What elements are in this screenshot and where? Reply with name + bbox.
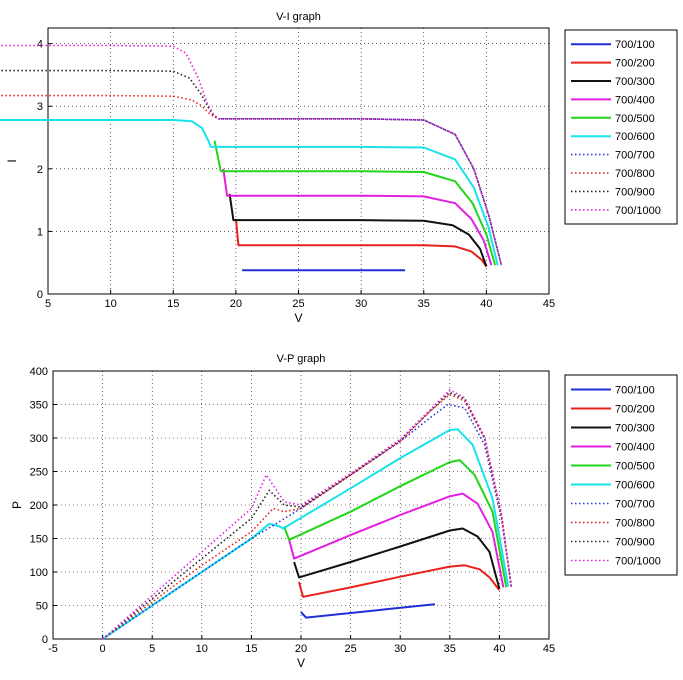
legend-entry: 700/700 — [615, 499, 655, 511]
x-tick-label: 30 — [394, 643, 406, 655]
series-line-700-1000 — [0, 44, 503, 266]
series-line-700-300 — [293, 527, 501, 590]
legend-entry: 700/500 — [615, 113, 655, 125]
x-tick-label: -5 — [48, 643, 58, 655]
x-tick-label: 20 — [295, 643, 307, 655]
legend-entry: 700/100 — [615, 385, 655, 397]
series-line-700-400 — [222, 168, 493, 266]
legend-entry: 700/800 — [615, 168, 655, 180]
x-tick-label: 40 — [493, 643, 505, 655]
x-tick-label: 40 — [480, 298, 492, 310]
y-tick-label: 1 — [37, 226, 43, 238]
legend-entry: 700/1000 — [615, 556, 661, 568]
y-tick-label: 4 — [37, 39, 43, 51]
x-tick-label: 5 — [149, 643, 155, 655]
x-tick-label: 10 — [105, 298, 117, 310]
y-tick-label: 300 — [30, 433, 48, 445]
series-line-700-300 — [228, 193, 488, 267]
y-tick-label: 2 — [37, 164, 43, 176]
vp-graph: -5 0 5 10 15 20 25 30 35 40 4505010015020025030035… — [10, 353, 678, 670]
series-line-700-600 — [0, 119, 499, 266]
legend-entry: 700/600 — [615, 131, 655, 143]
x-tick-label: 15 — [167, 298, 179, 310]
y-axis-label: P — [10, 501, 24, 509]
y-tick-label: 200 — [30, 500, 48, 512]
x-tick-label: 10 — [196, 643, 208, 655]
legend-entry: 700/100 — [615, 39, 655, 51]
series-line-700-200 — [234, 218, 488, 268]
series-line-700-600 — [102, 428, 510, 640]
x-tick-label: 25 — [292, 298, 304, 310]
chart-title: V-I graph — [276, 11, 321, 23]
legend-entry: 700/300 — [615, 423, 655, 435]
legend-entry: 700/1000 — [615, 205, 661, 217]
x-tick-label: 30 — [355, 298, 367, 310]
y-tick-label: 3 — [37, 101, 43, 113]
legend-entry: 700/200 — [615, 58, 655, 70]
y-tick-label: 250 — [30, 467, 48, 479]
legend-entry: 700/600 — [615, 480, 655, 492]
x-tick-label: 45 — [543, 643, 555, 655]
x-axis-label: V — [294, 311, 302, 325]
series-line-700-100 — [300, 603, 436, 619]
legend-entry: 700/500 — [615, 461, 655, 473]
y-tick-label: 0 — [37, 289, 43, 301]
y-tick-label: 350 — [30, 400, 48, 412]
legend-entry: 700/900 — [615, 537, 655, 549]
series-line-700-500 — [213, 140, 497, 266]
legend-entry: 700/700 — [615, 150, 655, 162]
legend-entry: 700/200 — [615, 404, 655, 416]
legend-entry: 700/400 — [615, 94, 655, 106]
series-line-700-500 — [283, 459, 508, 588]
x-tick-label: 5 — [45, 298, 51, 310]
legend-entry: 700/400 — [615, 442, 655, 454]
chart-title: V-P graph — [277, 353, 326, 365]
x-tick-label: 45 — [543, 298, 555, 310]
y-tick-label: 100 — [30, 567, 48, 579]
y-tick-label: 150 — [30, 534, 48, 546]
vi-graph: 5 10 15 20 25 30 35 40 45 0 1 2 3 4 V-I graph V I 700/100… — [0, 11, 678, 325]
legend-entry: 700/900 — [615, 186, 655, 198]
x-tick-label: 0 — [100, 643, 106, 655]
y-tick-label: 0 — [42, 634, 48, 646]
y-tick-label: 50 — [36, 601, 48, 613]
legend-entry: 700/300 — [615, 76, 655, 88]
x-axis-label: V — [297, 656, 305, 670]
x-tick-label: 35 — [444, 643, 456, 655]
y-tick-label: 400 — [30, 366, 48, 378]
x-tick-label: 35 — [418, 298, 430, 310]
legend-entry: 700/800 — [615, 518, 655, 530]
series-line-700-200 — [298, 564, 501, 598]
y-axis-label: I — [5, 159, 19, 162]
series-line-700-400 — [288, 492, 505, 588]
x-tick-label: 20 — [230, 298, 242, 310]
x-tick-label: 15 — [245, 643, 257, 655]
x-tick-label: 25 — [344, 643, 356, 655]
